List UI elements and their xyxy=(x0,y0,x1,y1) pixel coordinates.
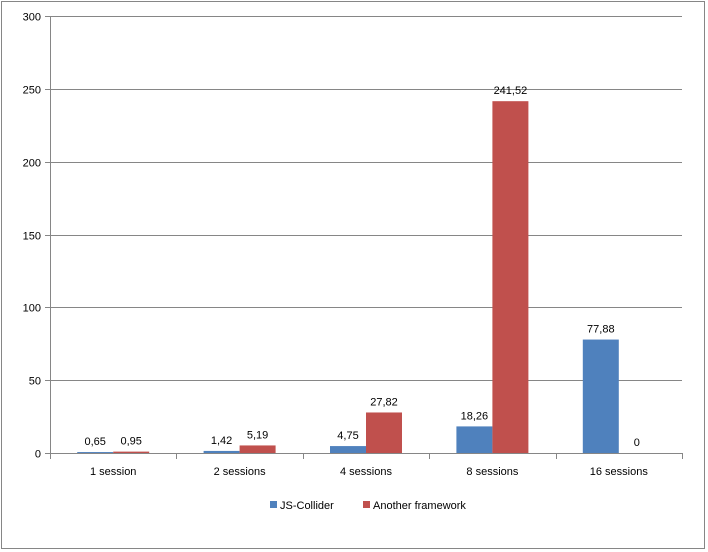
data-label: 18,26 xyxy=(461,410,489,422)
y-tick-label: 100 xyxy=(23,303,41,315)
x-axis-ticks: 1 session 2 sessions 4 sessions 8 sessions 1… xyxy=(50,453,683,478)
bars xyxy=(77,101,619,454)
bar xyxy=(366,412,402,453)
legend-swatch xyxy=(270,501,277,508)
x-tick-label: 16 sessions xyxy=(590,466,649,478)
bar xyxy=(203,450,240,453)
y-tick-label: 0 xyxy=(35,449,41,461)
legend-entry: Another framework xyxy=(373,500,466,512)
y-tick-label: 200 xyxy=(23,158,41,170)
data-label: 77,88 xyxy=(587,324,615,336)
data-labels: 0,65 0,95 1,42 5,19 4,75 27,82 18,26 241,52 77,8… xyxy=(84,85,639,449)
data-label: 0,95 xyxy=(120,436,141,448)
data-label: 0 xyxy=(634,437,640,449)
bar xyxy=(239,445,276,453)
bar xyxy=(456,426,493,453)
y-tick-label: 300 xyxy=(23,12,41,24)
bar xyxy=(330,446,366,453)
x-tick-label: 8 sessions xyxy=(466,466,518,478)
data-label: 27,82 xyxy=(370,396,398,408)
gridlines xyxy=(45,16,682,454)
y-tick-label: 50 xyxy=(29,376,41,388)
data-label: 0,65 xyxy=(84,436,105,448)
legend-entry: JS-Collider xyxy=(280,500,334,512)
bar xyxy=(113,451,150,453)
y-axis-ticks: 0 50 100 150 200 250 300 xyxy=(23,12,41,461)
data-label: 4,75 xyxy=(337,430,358,442)
data-label: 5,19 xyxy=(247,429,268,441)
data-label: 241,52 xyxy=(494,85,528,97)
y-tick-label: 150 xyxy=(23,231,41,243)
legend-swatch xyxy=(363,501,370,508)
bar xyxy=(492,101,529,454)
legend: JS-Collider Another framework xyxy=(270,500,466,512)
bar xyxy=(582,339,619,453)
y-tick-label: 250 xyxy=(23,85,41,97)
bar xyxy=(77,452,114,453)
x-tick-label: 1 session xyxy=(90,466,136,478)
x-tick-label: 2 sessions xyxy=(214,466,266,478)
x-tick-label: 4 sessions xyxy=(340,466,392,478)
data-label: 1,42 xyxy=(211,435,232,447)
